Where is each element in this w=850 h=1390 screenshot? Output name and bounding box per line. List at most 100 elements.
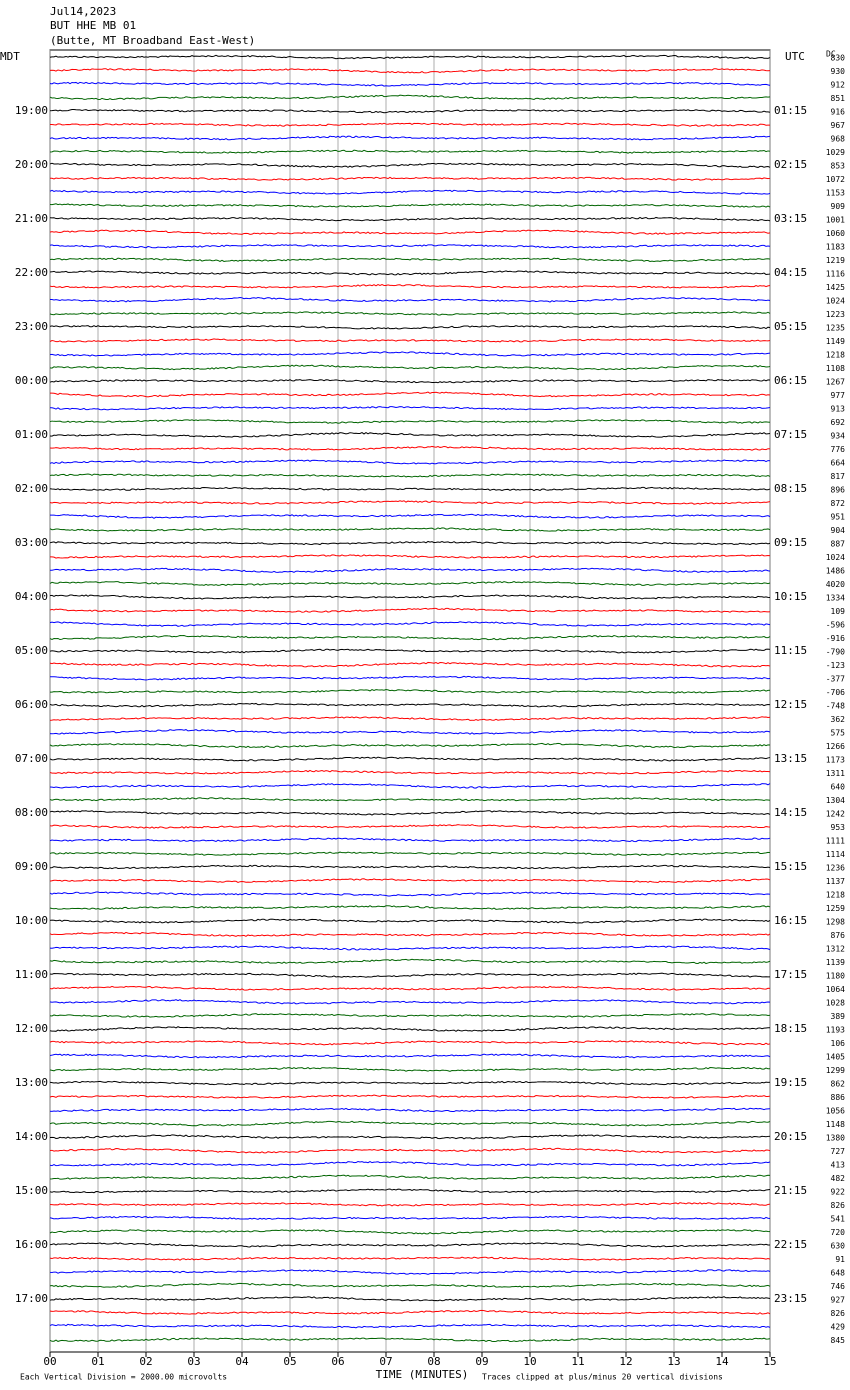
trace	[49, 1080, 771, 1086]
dc-offset: 1056	[826, 1107, 845, 1116]
dc-offset: 1183	[826, 243, 845, 252]
footnote-left: Each Vertical Division = 2000.00 microvo…	[20, 1373, 227, 1382]
dc-offset: 1193	[826, 1026, 845, 1035]
x-tick-label: 03	[187, 1355, 200, 1368]
dc-offset: 1219	[826, 256, 845, 265]
trace	[49, 1242, 771, 1248]
trace	[49, 607, 771, 613]
trace	[49, 122, 771, 127]
dc-offset: 1312	[826, 945, 845, 954]
trace	[49, 716, 771, 721]
trace	[49, 135, 771, 141]
mdt-label: 19:00	[15, 104, 48, 117]
dc-offset: 851	[831, 94, 846, 103]
trace	[49, 905, 771, 910]
trace	[49, 325, 771, 330]
trace	[49, 1296, 771, 1302]
dc-offset: 541	[831, 1215, 846, 1224]
mdt-label: 06:00	[15, 698, 48, 711]
trace	[49, 1256, 771, 1261]
trace	[49, 1013, 771, 1018]
trace	[49, 338, 771, 343]
x-tick-label: 15	[763, 1355, 776, 1368]
dc-offset: 413	[831, 1161, 846, 1170]
utc-label: 06:15	[774, 374, 807, 387]
dc-offset: 1266	[826, 742, 845, 751]
dc-offset: 853	[831, 162, 846, 171]
dc-offset: 1139	[826, 958, 845, 967]
trace	[49, 702, 771, 708]
dc-offset: 913	[831, 405, 846, 414]
x-tick-label: 12	[619, 1355, 632, 1368]
trace	[49, 688, 771, 694]
mdt-label: 02:00	[15, 482, 48, 495]
trace	[49, 1282, 771, 1288]
dc-offset: 909	[831, 202, 846, 211]
trace	[49, 783, 771, 789]
dc-offset: 648	[831, 1269, 846, 1278]
trace	[49, 229, 771, 235]
plot-frame	[49, 49, 771, 1353]
trace	[50, 554, 771, 559]
dc-offset: 1235	[826, 324, 845, 333]
trace	[49, 445, 771, 451]
dc-offset: 1173	[826, 756, 845, 765]
dc-offset: -377	[826, 675, 845, 684]
mdt-label: 05:00	[15, 644, 48, 657]
trace	[49, 999, 771, 1005]
left-unit: MDT	[0, 50, 20, 63]
utc-label: 09:15	[774, 536, 807, 549]
dc-offset: 904	[831, 526, 846, 535]
dc-offset: 429	[831, 1323, 846, 1332]
dc-offset: -916	[826, 634, 845, 643]
trace	[49, 54, 771, 60]
utc-label: 05:15	[774, 320, 807, 333]
trace	[49, 851, 771, 856]
dc-offset: 746	[831, 1282, 846, 1291]
utc-label: 13:15	[774, 752, 807, 765]
dc-offset: 887	[831, 540, 846, 549]
dc-offset: 817	[831, 472, 846, 481]
mdt-label: 04:00	[15, 590, 48, 603]
trace	[49, 1309, 771, 1315]
dc-offset: 1111	[826, 837, 845, 846]
mdt-label: 16:00	[15, 1238, 48, 1251]
utc-label: 14:15	[774, 806, 807, 819]
dc-offset: 977	[831, 391, 846, 400]
utc-label: 20:15	[774, 1130, 807, 1143]
dc-offset: 876	[831, 931, 846, 940]
dc-offset: 1108	[826, 364, 845, 373]
trace	[49, 431, 771, 438]
dc-offset: 1024	[826, 553, 845, 562]
dc-offset: 640	[831, 783, 846, 792]
trace	[49, 297, 771, 303]
x-tick-label: 01	[91, 1355, 104, 1368]
mdt-label: 14:00	[15, 1130, 48, 1143]
dc-offset: 934	[831, 432, 846, 441]
dc-offset: 1218	[826, 351, 845, 360]
dc-offset: 916	[831, 108, 846, 117]
trace	[49, 635, 771, 641]
trace	[49, 1094, 771, 1099]
trace	[49, 68, 771, 74]
dc-offset: 968	[831, 135, 846, 144]
trace	[49, 1134, 771, 1140]
trace	[49, 311, 771, 316]
dc-offset: 389	[831, 1012, 846, 1021]
trace	[49, 594, 771, 600]
dc-offset: -596	[826, 621, 845, 630]
x-axis-label: TIME (MINUTES)	[376, 1368, 469, 1381]
trace	[49, 878, 771, 884]
dc-offset: -123	[826, 661, 845, 670]
mdt-label: 10:00	[15, 914, 48, 927]
trace	[49, 931, 771, 937]
x-tick-label: 04	[235, 1355, 249, 1368]
dc-offset: 1486	[826, 567, 845, 576]
trace	[49, 419, 771, 424]
trace	[49, 769, 771, 775]
trace	[49, 567, 771, 573]
utc-label: 18:15	[774, 1022, 807, 1035]
dc-offset: 896	[831, 486, 846, 495]
trace	[49, 244, 771, 249]
trace	[49, 1337, 771, 1343]
